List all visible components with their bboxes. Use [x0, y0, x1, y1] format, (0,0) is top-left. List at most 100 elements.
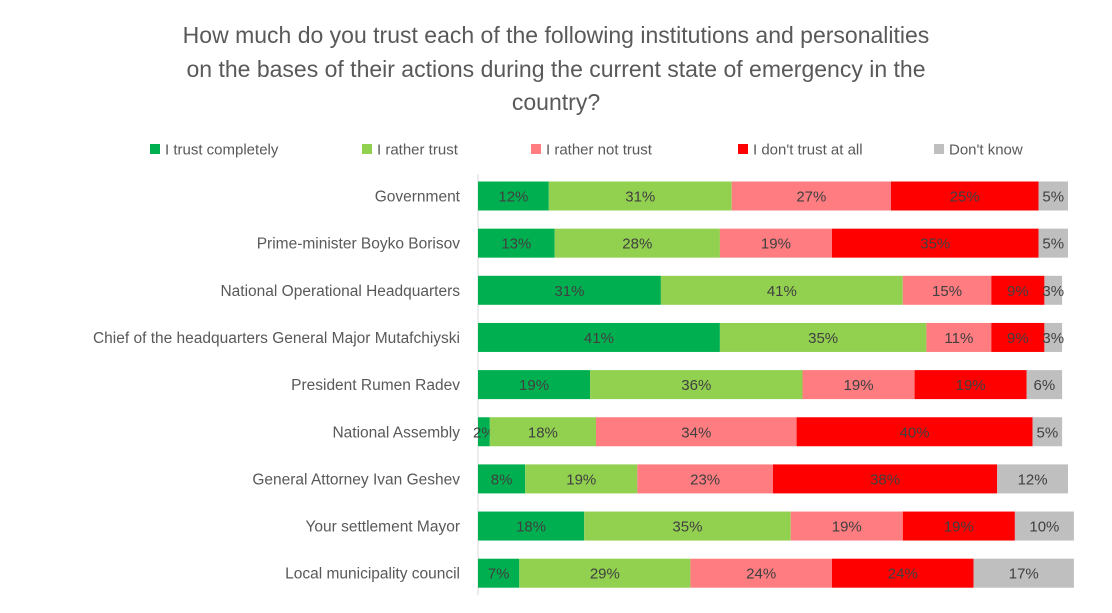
- bar-segment-i-trust-completely: [478, 275, 661, 305]
- data-label: 7%: [488, 566, 510, 583]
- data-label: 19%: [832, 519, 862, 536]
- category-label: National Assembly: [332, 424, 460, 441]
- bar-segment-i-rather-trust: [519, 558, 691, 588]
- bar-segment-i-rather-not-trust: [790, 511, 903, 541]
- data-label: 19%: [519, 377, 549, 394]
- data-label: 41%: [767, 283, 797, 300]
- data-label: 35%: [808, 330, 838, 347]
- category-label: National Operational Headquarters: [220, 283, 460, 300]
- data-label: 5%: [1037, 424, 1059, 441]
- legend-label-i-rather-trust: I rather trust: [377, 142, 459, 159]
- category-label: Government: [375, 189, 461, 206]
- bar-segment-i-rather-trust: [489, 417, 596, 447]
- data-label: 24%: [746, 566, 776, 583]
- legend-label-i-rather-not-trust: I rather not trust: [546, 142, 653, 159]
- data-label: 24%: [888, 566, 918, 583]
- bar-segment-i-trust-completely: [478, 511, 585, 541]
- category-label: Prime-minister Boyko Borisov: [257, 236, 461, 253]
- data-label: 36%: [681, 377, 711, 394]
- data-label: 29%: [590, 566, 620, 583]
- data-label: 25%: [950, 189, 980, 206]
- bar-segment-i-rather-not-trust: [690, 558, 832, 588]
- category-label: President Rumen Radev: [291, 377, 460, 394]
- bar-segment-i-rather-not-trust: [731, 181, 891, 211]
- data-label: 8%: [491, 471, 513, 488]
- data-label: 38%: [870, 471, 900, 488]
- plot-area: 12% 31% 27% 25% 5% 13% 28% 19% 35% 5% 31% 41% 15% 9% 3…: [473, 174, 1074, 596]
- data-label: 19%: [956, 377, 986, 394]
- data-label: 35%: [920, 236, 950, 253]
- bar-segment-i-don-t-trust-at-all: [832, 558, 974, 588]
- data-label: 27%: [796, 189, 826, 206]
- bar-segment-i-rather-not-trust: [637, 464, 773, 494]
- legend-swatch-i-don-t-trust-at-all: [738, 144, 748, 154]
- chart-title: How much do you trust each of the follow…: [183, 22, 930, 115]
- data-label: 12%: [1018, 471, 1048, 488]
- data-label: 18%: [516, 519, 546, 536]
- data-label: 35%: [672, 519, 702, 536]
- data-label: 6%: [1034, 377, 1056, 394]
- data-label: 31%: [554, 283, 584, 300]
- data-label: 9%: [1007, 330, 1029, 347]
- data-label: 10%: [1029, 519, 1059, 536]
- data-label: 23%: [690, 471, 720, 488]
- bar-segment-i-rather-trust: [590, 370, 803, 400]
- bar-segment-don-t-know: [1038, 181, 1068, 211]
- data-label: 3%: [1042, 283, 1064, 300]
- data-label: 40%: [900, 424, 930, 441]
- bar-segment-i-rather-trust: [554, 228, 720, 258]
- category-label: General Attorney Ivan Geshev: [252, 471, 460, 488]
- data-label: 19%: [944, 519, 974, 536]
- data-label: 15%: [932, 283, 962, 300]
- data-label: 28%: [622, 236, 652, 253]
- chart-title-line: country?: [512, 89, 600, 115]
- bar-segment-i-don-t-trust-at-all: [773, 464, 998, 494]
- bar-segment-i-don-t-trust-at-all: [891, 181, 1039, 211]
- data-label: 19%: [566, 471, 596, 488]
- bar-segment-i-rather-trust: [548, 181, 732, 211]
- legend-swatch-i-trust-completely: [150, 144, 160, 154]
- bar-segment-i-don-t-trust-at-all: [914, 370, 1027, 400]
- bar-segment-don-t-know: [1044, 322, 1063, 352]
- legend-swatch-i-rather-trust: [362, 144, 372, 154]
- data-label: 31%: [625, 189, 655, 206]
- bar-segment-i-don-t-trust-at-all: [902, 511, 1015, 541]
- bar-segment-don-t-know: [1026, 370, 1063, 400]
- legend-swatch-don-t-know: [934, 144, 944, 154]
- bar-segment-i-rather-trust: [660, 275, 903, 305]
- bar-segment-don-t-know: [997, 464, 1068, 494]
- legend-label-don-t-know: Don't know: [949, 142, 1023, 159]
- bar-segment-don-t-know: [1044, 275, 1063, 305]
- bar-segment-i-trust-completely: [478, 464, 526, 494]
- legend-swatch-i-rather-not-trust: [531, 144, 541, 154]
- category-label: Local municipality council: [285, 566, 460, 583]
- bar-segment-don-t-know: [1032, 417, 1063, 447]
- bar-segment-i-don-t-trust-at-all: [832, 228, 1039, 258]
- data-label: 17%: [1009, 566, 1039, 583]
- bar-segment-i-don-t-trust-at-all: [991, 322, 1045, 352]
- bar-segment-i-rather-not-trust: [596, 417, 797, 447]
- data-label: 2%: [473, 424, 495, 441]
- data-label: 13%: [501, 236, 531, 253]
- bar-segment-i-trust-completely: [478, 228, 555, 258]
- bar-segment-don-t-know: [1038, 228, 1068, 258]
- bar-segment-i-trust-completely: [478, 322, 720, 352]
- data-label: 5%: [1042, 236, 1064, 253]
- bar-segment-i-trust-completely: [478, 558, 520, 588]
- data-label: 5%: [1042, 189, 1064, 206]
- chart-legend: I trust completely I rather trust I rather…: [150, 142, 1023, 159]
- data-label: 19%: [761, 236, 791, 253]
- bar-segment-i-rather-trust: [584, 511, 791, 541]
- bar-segment-i-trust-completely: [478, 370, 591, 400]
- legend-label-i-trust-completely: I trust completely: [165, 142, 279, 159]
- category-label: Your settlement Mayor: [305, 519, 460, 536]
- bar-segment-don-t-know: [1014, 511, 1074, 541]
- bar-segment-i-trust-completely: [478, 181, 549, 211]
- data-label: 19%: [844, 377, 874, 394]
- data-label: 12%: [498, 189, 528, 206]
- data-label: 41%: [584, 330, 614, 347]
- data-label: 3%: [1042, 330, 1064, 347]
- legend-label-i-don-t-trust-at-all: I don't trust at all: [753, 142, 863, 159]
- chart-title-line: on the bases of their actions during the…: [187, 56, 926, 82]
